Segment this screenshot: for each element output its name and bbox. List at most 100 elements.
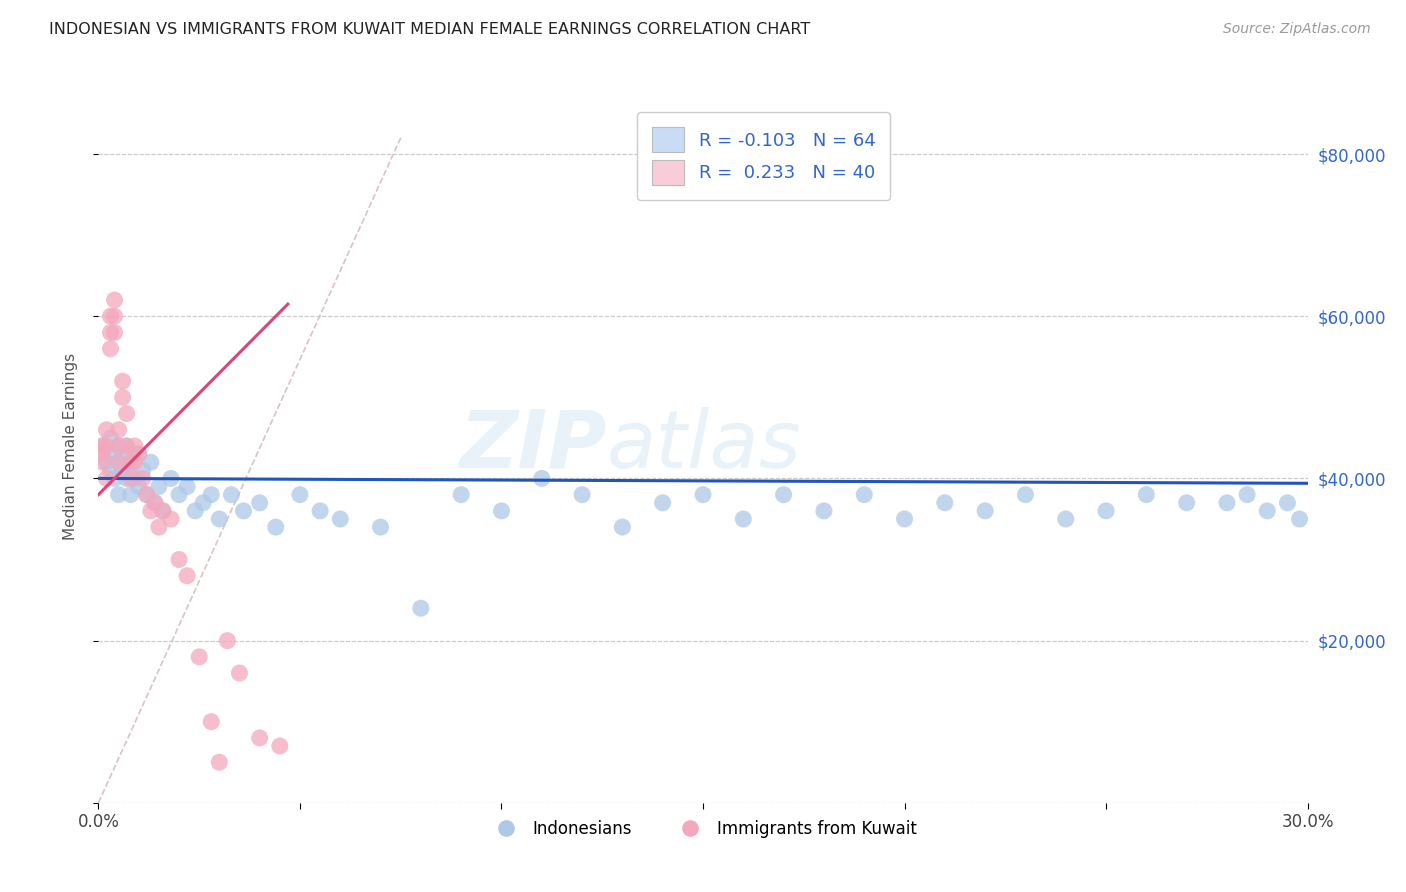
Point: [91, 439, 114, 453]
Point: [103, 471, 125, 485]
Point: [269, 739, 291, 753]
Text: Source: ZipAtlas.com: Source: ZipAtlas.com: [1223, 22, 1371, 37]
Point: [288, 488, 311, 502]
Point: [100, 310, 122, 324]
Point: [152, 504, 174, 518]
Point: [96, 471, 118, 485]
Point: [813, 504, 835, 518]
Point: [107, 455, 129, 469]
Point: [91, 447, 114, 461]
Point: [370, 520, 392, 534]
Point: [91, 439, 114, 453]
Point: [974, 504, 997, 518]
Point: [135, 488, 157, 502]
Point: [249, 496, 271, 510]
Point: [450, 488, 472, 502]
Point: [612, 520, 634, 534]
Point: [167, 488, 190, 502]
Point: [107, 423, 129, 437]
Point: [160, 471, 183, 485]
Point: [124, 455, 146, 469]
Point: [1288, 512, 1310, 526]
Point: [1054, 512, 1077, 526]
Y-axis label: Median Female Earnings: Median Female Earnings: [63, 352, 77, 540]
Point: [184, 504, 207, 518]
Legend: Indonesians, Immigrants from Kuwait: Indonesians, Immigrants from Kuwait: [482, 814, 924, 845]
Point: [148, 479, 170, 493]
Point: [491, 504, 513, 518]
Point: [309, 504, 332, 518]
Point: [692, 488, 714, 502]
Point: [107, 455, 129, 469]
Point: [530, 471, 553, 485]
Point: [249, 731, 271, 745]
Point: [103, 310, 125, 324]
Point: [139, 455, 162, 469]
Point: [107, 488, 129, 502]
Point: [135, 488, 157, 502]
Point: [107, 439, 129, 453]
Point: [96, 455, 118, 469]
Point: [1277, 496, 1299, 510]
Point: [115, 407, 138, 421]
Point: [152, 504, 174, 518]
Point: [167, 552, 190, 566]
Point: [1135, 488, 1157, 502]
Point: [160, 512, 183, 526]
Point: [111, 463, 134, 477]
Text: atlas: atlas: [606, 407, 801, 485]
Point: [111, 390, 134, 404]
Point: [148, 520, 170, 534]
Point: [100, 463, 122, 477]
Point: [139, 504, 162, 518]
Point: [934, 496, 956, 510]
Point: [188, 649, 211, 664]
Point: [200, 714, 222, 729]
Point: [132, 463, 155, 477]
Point: [221, 488, 243, 502]
Point: [100, 342, 122, 356]
Point: [115, 471, 138, 485]
Point: [128, 447, 150, 461]
Point: [103, 293, 125, 307]
Point: [124, 439, 146, 453]
Point: [143, 496, 166, 510]
Text: ZIP: ZIP: [458, 407, 606, 485]
Point: [91, 455, 114, 469]
Point: [208, 512, 231, 526]
Point: [120, 455, 142, 469]
Point: [1095, 504, 1118, 518]
Point: [772, 488, 794, 502]
Point: [103, 447, 125, 461]
Point: [1014, 488, 1036, 502]
Point: [115, 439, 138, 453]
Point: [132, 471, 155, 485]
Point: [128, 479, 150, 493]
Point: [733, 512, 755, 526]
Point: [120, 471, 142, 485]
Point: [115, 439, 138, 453]
Point: [264, 520, 287, 534]
Point: [853, 488, 876, 502]
Point: [208, 756, 231, 770]
Point: [103, 326, 125, 340]
Point: [100, 431, 122, 445]
Point: [409, 601, 432, 615]
Point: [111, 374, 134, 388]
Point: [1236, 488, 1258, 502]
Point: [111, 447, 134, 461]
Point: [107, 439, 129, 453]
Text: INDONESIAN VS IMMIGRANTS FROM KUWAIT MEDIAN FEMALE EARNINGS CORRELATION CHART: INDONESIAN VS IMMIGRANTS FROM KUWAIT MED…: [49, 22, 810, 37]
Point: [176, 479, 198, 493]
Point: [96, 439, 118, 453]
Point: [120, 455, 142, 469]
Point: [100, 326, 122, 340]
Point: [571, 488, 593, 502]
Point: [176, 568, 198, 582]
Point: [228, 666, 250, 681]
Point: [124, 471, 146, 485]
Point: [143, 496, 166, 510]
Point: [200, 488, 222, 502]
Point: [329, 512, 352, 526]
Point: [120, 488, 142, 502]
